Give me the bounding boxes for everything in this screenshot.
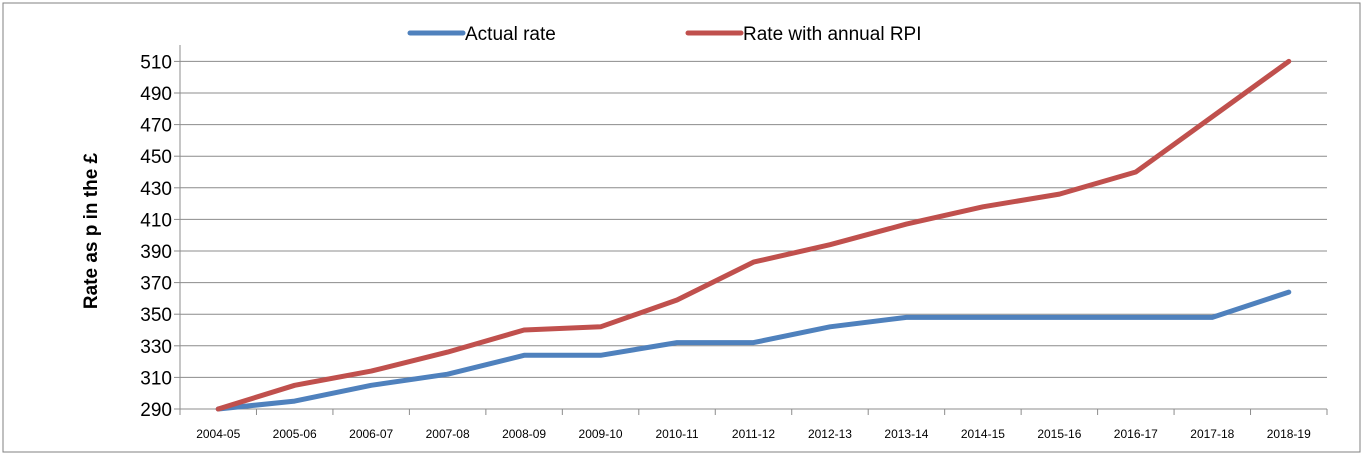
x-axis-ticks: 2004-05 2005-06 2006-07 2007-08 2008-09 2009-… — [196, 427, 1311, 441]
legend-label: Rate with annual RPI — [743, 24, 922, 45]
series-line-1 — [215, 58, 1292, 412]
x-tick-label: 2009-10 — [579, 427, 623, 441]
series-line-0 — [215, 289, 1292, 412]
x-tick-label: 2008-09 — [502, 427, 546, 441]
legend-item: Actual rate — [407, 24, 556, 45]
x-tick-label: 2011-12 — [732, 427, 775, 441]
x-tick-label: 2016-17 — [1114, 427, 1158, 441]
y-axis-ticks: 290 310 330 350 370 390 410 430 450 470 490 510 — [140, 52, 172, 421]
gridlines — [180, 60, 1327, 378]
axes — [174, 45, 1328, 415]
x-tick-label: 2004-05 — [196, 427, 240, 441]
y-tick-label: 370 — [140, 274, 172, 295]
y-tick-label: 330 — [140, 337, 172, 358]
y-axis-label: Rate as p in the £ — [81, 152, 102, 309]
y-tick-label: 290 — [140, 400, 172, 421]
legend: Actual rate Rate with annual RPI — [407, 24, 922, 45]
y-tick-label: 390 — [140, 242, 172, 263]
x-tick-label: 2005-06 — [273, 427, 317, 441]
y-tick-label: 310 — [140, 368, 172, 389]
x-tick-label: 2017-18 — [1190, 427, 1234, 441]
x-tick-label: 2018-19 — [1267, 427, 1311, 441]
y-tick-label: 430 — [140, 179, 172, 200]
x-tick-label: 2007-08 — [426, 427, 470, 441]
y-tick-label: 410 — [140, 210, 172, 231]
y-tick-label: 450 — [140, 147, 172, 168]
y-tick-label: 470 — [140, 116, 172, 137]
legend-label: Actual rate — [465, 24, 556, 45]
y-tick-label: 350 — [140, 305, 172, 326]
x-tick-label: 2013-14 — [884, 427, 928, 441]
legend-item: Rate with annual RPI — [685, 24, 922, 45]
y-tick-label: 510 — [140, 52, 172, 73]
series-lines — [215, 58, 1292, 412]
x-tick-label: 2006-07 — [349, 427, 393, 441]
x-tick-label: 2015-16 — [1037, 427, 1081, 441]
y-tick-label: 490 — [140, 84, 172, 105]
x-tick-label: 2014-15 — [961, 427, 1005, 441]
x-tick-label: 2010-11 — [655, 427, 698, 441]
x-tick-label: 2012-13 — [808, 427, 852, 441]
